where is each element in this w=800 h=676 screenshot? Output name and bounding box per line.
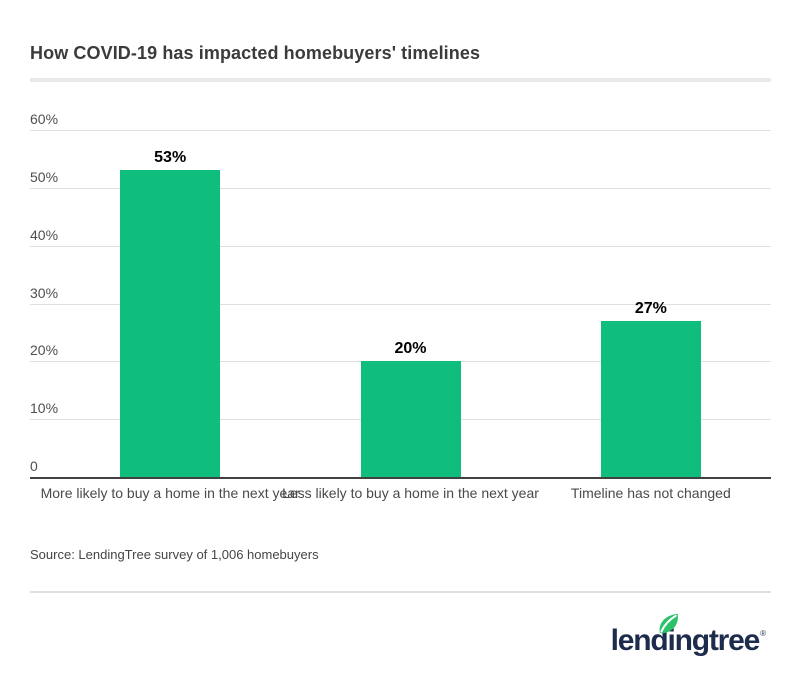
bar-value-label: 53% [154,149,187,167]
y-axis-tick-label: 50% [30,168,59,185]
y-axis-tick-label: 40% [30,226,59,243]
x-axis-category-label: More likely to buy a home in the next ye… [40,485,300,501]
gridline [30,245,771,247]
source-note: Source: LendingTree survey of 1,006 home… [30,547,319,562]
gridline [30,130,771,131]
leaf-icon [659,613,678,634]
y-axis-tick-label: 10% [30,400,59,417]
x-axis-category-label: Less likely to buy a home in the next ye… [282,485,539,501]
registered-mark: ® [760,629,766,638]
y-axis-tick-label: 30% [30,284,59,301]
logo-wordmark: lendingtree [610,624,761,657]
bar [360,361,461,477]
gridline [30,303,771,305]
bar-value-label: 27% [634,299,667,317]
gridline [30,187,771,189]
page-title: How COVID-19 has impacted homebuyers' ti… [30,43,481,63]
y-axis-tick-label: 0 [30,458,38,474]
lendingtree-logo: lendingtree® [610,613,766,657]
x-axis-category-label: Timeline has not changed [570,485,731,501]
title-divider [30,78,771,82]
y-axis-tick-label: 60% [30,111,59,127]
footer-divider [30,591,771,593]
bar-chart: 60% 50% 40% 30% 20% 10% 0 53% More likely to buy… [30,111,771,501]
bar [120,170,221,477]
bar-value-label: 20% [394,340,427,358]
bar [600,320,701,477]
x-axis-line [30,477,771,479]
y-axis-tick-label: 20% [30,342,59,359]
